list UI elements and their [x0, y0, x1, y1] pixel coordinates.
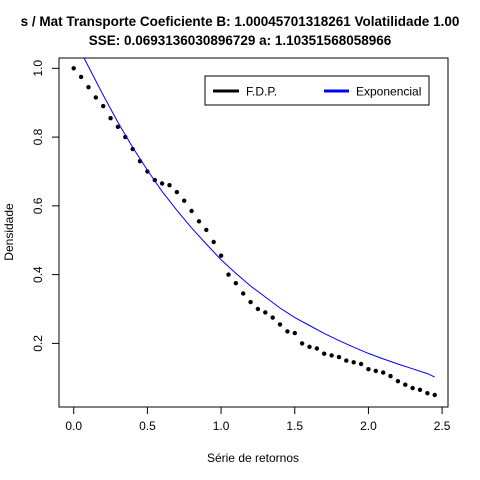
- x-tick-label: 1.0: [213, 419, 230, 433]
- x-tick-label: 1.5: [286, 419, 303, 433]
- y-tick-label: 0.6: [31, 197, 45, 214]
- data-point-fdp: [79, 75, 83, 79]
- data-point-fdp: [204, 228, 208, 232]
- legend-label-fdp: F.D.P.: [246, 85, 277, 99]
- data-point-fdp: [381, 370, 385, 374]
- data-point-fdp: [271, 315, 275, 319]
- data-point-fdp: [433, 393, 437, 397]
- data-point-fdp: [337, 355, 341, 359]
- data-point-fdp: [197, 219, 201, 223]
- data-point-fdp: [329, 353, 333, 357]
- data-point-fdp: [388, 374, 392, 378]
- data-point-fdp: [108, 116, 112, 120]
- data-point-fdp: [374, 369, 378, 373]
- data-point-fdp: [300, 341, 304, 345]
- data-point-fdp: [293, 331, 297, 335]
- series-line-exponencial: [84, 58, 435, 377]
- x-tick-label: 2.0: [360, 419, 377, 433]
- data-point-fdp: [366, 367, 370, 371]
- data-point-fdp: [403, 383, 407, 387]
- data-point-fdp: [315, 346, 319, 350]
- chart-title-line-1: s / Mat Transporte Coeficiente B: 1.0004…: [21, 14, 460, 29]
- x-tick-label: 0.5: [139, 419, 156, 433]
- data-point-fdp: [418, 388, 422, 392]
- legend: F.D.P. Exponencial: [205, 76, 429, 105]
- x-axis-label: Série de retornos: [207, 451, 299, 465]
- y-axis: 0.2 0.4 0.6 0.8 1.0: [31, 60, 59, 352]
- data-point-fdp: [425, 391, 429, 395]
- y-axis-label: Densidade: [2, 203, 16, 261]
- data-point-fdp: [189, 209, 193, 213]
- data-point-fdp: [226, 272, 230, 276]
- chart-title: s / Mat Transporte Coeficiente B: 1.0004…: [21, 14, 460, 48]
- data-point-fdp: [241, 291, 245, 295]
- data-point-fdp: [307, 345, 311, 349]
- chart-title-line-2: SSE: 0.0693136030896729 a: 1.10351568058…: [89, 33, 392, 48]
- data-point-fdp: [167, 183, 171, 187]
- data-point-fdp: [101, 104, 105, 108]
- data-point-fdp: [248, 300, 252, 304]
- data-point-fdp: [344, 358, 348, 362]
- y-tick-label: 0.2: [31, 335, 45, 352]
- data-point-fdp: [278, 322, 282, 326]
- data-point-fdp: [175, 190, 179, 194]
- x-tick-label: 0.0: [65, 419, 82, 433]
- data-point-fdp: [322, 352, 326, 356]
- y-tick-label: 0.4: [31, 266, 45, 283]
- data-point-fdp: [86, 85, 90, 89]
- data-point-fdp: [410, 386, 414, 390]
- data-point-fdp: [285, 329, 289, 333]
- y-tick-label: 0.8: [31, 128, 45, 145]
- data-point-fdp: [256, 307, 260, 311]
- plot-area: [72, 58, 437, 397]
- data-point-fdp: [234, 281, 238, 285]
- plot-frame: [59, 58, 448, 407]
- data-point-fdp: [396, 379, 400, 383]
- x-tick-label: 2.5: [434, 419, 451, 433]
- data-point-fdp: [182, 199, 186, 203]
- data-point-fdp: [359, 362, 363, 366]
- data-point-fdp: [94, 95, 98, 99]
- data-point-fdp: [72, 66, 76, 70]
- legend-label-exponencial: Exponencial: [356, 85, 421, 99]
- data-point-fdp: [212, 240, 216, 244]
- data-point-fdp: [263, 310, 267, 314]
- data-point-fdp: [160, 181, 164, 185]
- data-point-fdp: [219, 254, 223, 258]
- data-point-fdp: [352, 360, 356, 364]
- x-axis: 0.0 0.5 1.0 1.5 2.0 2.5: [65, 407, 450, 433]
- y-tick-label: 1.0: [31, 60, 45, 77]
